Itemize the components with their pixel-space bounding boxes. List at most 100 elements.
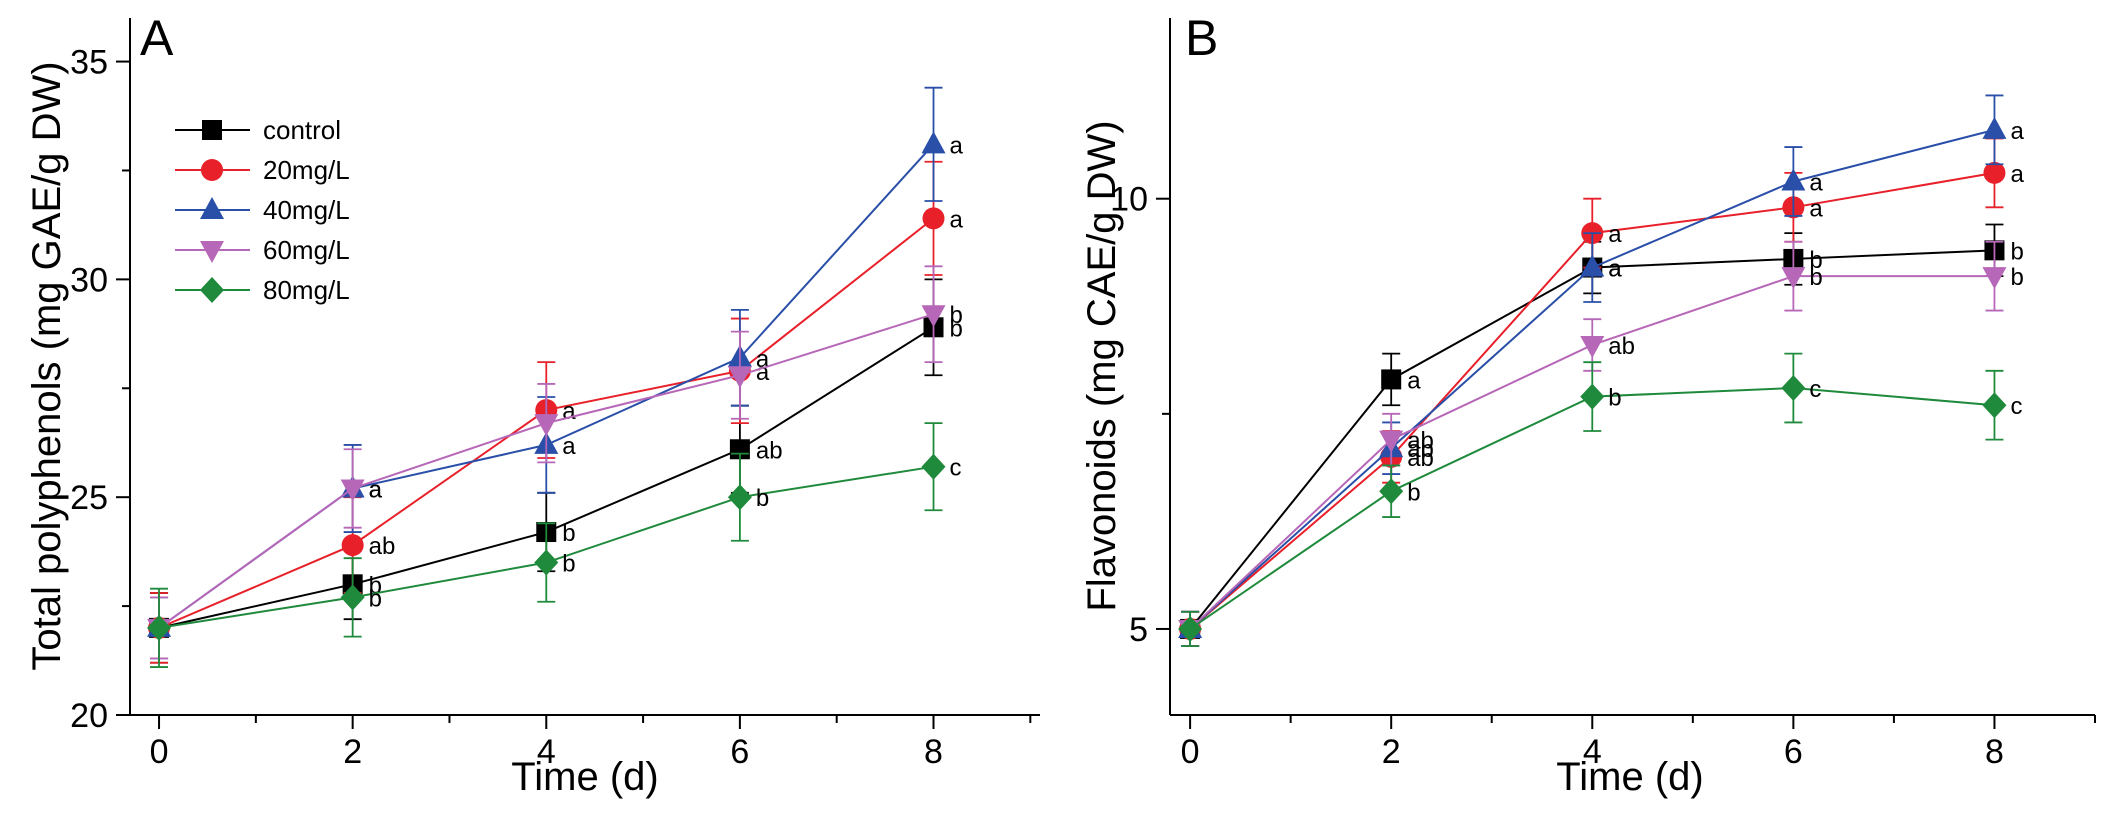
marker-square (202, 120, 222, 140)
marker-diamond (200, 277, 224, 303)
legend-label: 80mg/L (263, 275, 350, 305)
legend-item: 60mg/L (175, 235, 350, 265)
marker-triangle-up (921, 131, 946, 154)
significance-label: a (1608, 221, 1622, 248)
marker-diamond (1982, 392, 2007, 419)
marker-triangle-down (534, 414, 559, 437)
x-tick-label: 8 (924, 733, 943, 771)
legend-label: 60mg/L (263, 235, 350, 265)
significance-label: a (756, 359, 770, 386)
significance-label: ab (1608, 333, 1635, 360)
legend: control 20mg/L 40mg/L 60mg/L 80mg/L (175, 115, 350, 305)
x-tick-label: 2 (1382, 733, 1401, 771)
legend-item: control (175, 115, 341, 145)
y-tick-label: 5 (1129, 611, 1148, 649)
x-tick-label: 0 (1181, 733, 1200, 771)
marker-triangle-up (1580, 254, 1605, 277)
marker-diamond (921, 453, 946, 480)
marker-triangle-down (340, 479, 365, 502)
significance-label: b (2010, 238, 2023, 265)
significance-label: c (1809, 376, 1821, 403)
significance-label: a (2010, 161, 2024, 188)
y-axis-title: Flavonoids (mg CAE/g DW) (1080, 120, 1124, 611)
x-axis-title: Time (d) (1556, 755, 1703, 799)
significance-label: c (2010, 393, 2022, 420)
marker-diamond (1379, 478, 1404, 505)
significance-label: a (369, 476, 383, 503)
significance-label: b (2010, 264, 2023, 291)
marker-diamond (147, 614, 172, 641)
x-tick-label: 4 (537, 733, 556, 771)
marker-diamond (1580, 383, 1605, 410)
axes: 0 2 4 6 8 20 25 30 35 (70, 18, 1040, 771)
x-tick-label: 4 (1583, 733, 1602, 771)
series-control: aa b b (1180, 223, 2024, 648)
marker-diamond (727, 484, 752, 511)
x-tick-label: 0 (150, 733, 169, 771)
marker-circle (341, 534, 364, 557)
axes: 0 2 4 6 8 5 10 (1110, 18, 2096, 771)
series-line (1189, 249, 1995, 630)
significance-label: b (369, 585, 382, 612)
marker-triangle-down (727, 366, 752, 389)
x-tick-label: 6 (730, 733, 749, 771)
significance-label: b (562, 551, 575, 578)
legend-item: 20mg/L (175, 155, 350, 185)
marker-triangle-down (1781, 267, 1806, 290)
marker-triangle-down (200, 241, 224, 263)
legend-item: 40mg/L (175, 195, 350, 225)
significance-label: b (1608, 385, 1621, 412)
panel-label: A (140, 10, 174, 66)
significance-label: a (2010, 118, 2024, 145)
significance-label: b (1809, 264, 1822, 291)
significance-label: ab (1407, 428, 1434, 455)
significance-label: b (950, 302, 963, 329)
series-60mg-l: ab (147, 265, 963, 660)
marker-diamond (340, 584, 365, 611)
y-tick-label: 20 (70, 697, 108, 735)
significance-label: ab (369, 533, 396, 560)
significance-label: a (1809, 195, 1823, 222)
marker-diamond (1178, 615, 1203, 642)
significance-label: a (950, 206, 964, 233)
marker-triangle-down (921, 305, 946, 328)
marker-triangle-down (1982, 267, 2007, 290)
significance-label: a (950, 132, 964, 159)
marker-diamond (1781, 375, 1806, 402)
significance-label: b (562, 520, 575, 547)
significance-label: b (1809, 247, 1822, 274)
legend-label: 40mg/L (263, 195, 350, 225)
significance-label: a (1407, 367, 1421, 394)
significance-label: b (1407, 479, 1420, 506)
y-axis-title: Total polyphenols (mg GAE/g DW) (25, 61, 69, 670)
significance-label: ab (1407, 436, 1434, 463)
marker-circle (1983, 161, 2006, 184)
marker-circle (201, 159, 223, 181)
y-tick-label: 35 (70, 44, 108, 82)
legend-label: control (263, 115, 341, 145)
panel-a: A Time (d) Total polyphenols (mg GAE/g D… (25, 10, 1040, 799)
legend-label: 20mg/L (263, 155, 350, 185)
marker-circle (922, 207, 945, 230)
legend-item: 80mg/L (175, 275, 350, 305)
significance-label: a (369, 476, 383, 503)
significance-label: ab (1407, 445, 1434, 472)
significance-label: a (1809, 169, 1823, 196)
significance-label: b (950, 315, 963, 342)
series-80mg-l: b b c c (1178, 352, 2022, 648)
y-tick-label: 25 (70, 479, 108, 517)
marker-triangle-down (1379, 430, 1404, 453)
significance-label: b (756, 485, 769, 512)
significance-label: a (562, 433, 576, 460)
y-tick-label: 30 (70, 261, 108, 299)
x-axis-title: Time (d) (511, 755, 658, 799)
marker-square (1381, 369, 1402, 390)
y-tick-label: 10 (1110, 181, 1148, 219)
x-tick-label: 2 (343, 733, 362, 771)
significance-label: ab (756, 437, 783, 464)
x-tick-label: 8 (1985, 733, 2004, 771)
